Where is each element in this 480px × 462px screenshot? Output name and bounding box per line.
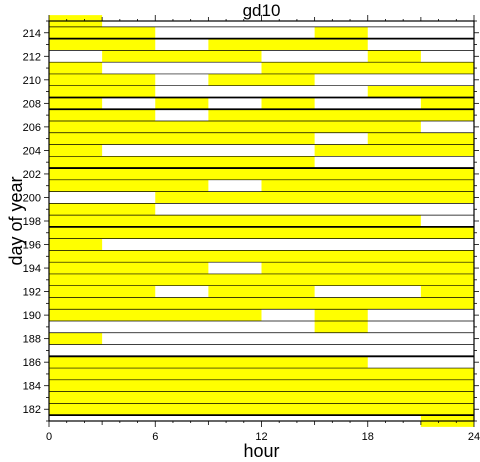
coverage-cell: [367, 132, 474, 145]
coverage-cell: [49, 403, 474, 416]
coverage-cell: [314, 26, 368, 39]
y-tick-label: 198: [23, 216, 41, 228]
coverage-cell: [261, 62, 474, 74]
y-tick-label: 200: [23, 192, 41, 204]
y-tick-label: 194: [23, 263, 41, 275]
x-axis-ticks: 0 6 12 18 24: [46, 15, 480, 443]
coverage-cell: [261, 97, 315, 110]
coverage-cell: [49, 121, 421, 133]
coverage-cell: [420, 97, 474, 110]
y-tick-label: 186: [23, 357, 41, 369]
coverage-cell: [49, 391, 474, 404]
coverage-cell: [261, 179, 474, 192]
coverage-cell: [155, 191, 474, 204]
coverage-cell: [208, 285, 315, 298]
y-tick-label: 182: [23, 404, 41, 416]
y-tick-label: 190: [23, 310, 41, 322]
y-tick-label: 208: [23, 98, 41, 110]
coverage-cell: [49, 132, 315, 145]
y-axis-title: day of year: [6, 176, 26, 265]
coverage-cell: [49, 109, 156, 121]
y-tick-label: 212: [23, 51, 41, 63]
x-tick-label: 18: [362, 431, 374, 443]
coverage-cell: [314, 144, 474, 157]
coverage-cell: [49, 73, 156, 86]
y-tick-label: 206: [23, 122, 41, 134]
coverage-cell: [49, 26, 156, 39]
y-tick-label: 196: [23, 240, 41, 252]
coverage-cell: [314, 321, 368, 333]
x-tick-label: 0: [46, 431, 52, 443]
chart-title: gd10: [243, 1, 281, 20]
coverage-cell: [314, 309, 368, 321]
day-row-dividers: [49, 26, 474, 417]
coverage-cells: [49, 15, 474, 427]
coverage-cell: [102, 50, 262, 63]
y-axis-ticks: 182 184 186 188 190 192 194 196 198 200 202 204 206 2…: [23, 20, 479, 422]
coverage-cell: [155, 97, 209, 110]
coverage-cell: [49, 262, 209, 274]
coverage-cell: [420, 285, 474, 298]
coverage-cell: [49, 97, 103, 110]
y-tick-label: 204: [23, 145, 41, 157]
coverage-cell: [49, 238, 103, 251]
coverage-cell: [49, 144, 103, 157]
coverage-cell: [49, 168, 474, 180]
coverage-cell: [367, 85, 474, 98]
coverage-cell: [49, 332, 103, 345]
x-tick-label: 24: [468, 431, 480, 443]
coverage-cell: [49, 250, 474, 263]
y-tick-label: 188: [23, 334, 41, 346]
coverage-cell: [49, 356, 368, 369]
coverage-cell: [49, 215, 421, 227]
coverage-cell: [49, 379, 474, 392]
coverage-cell: [49, 156, 315, 169]
y-tick-label: 202: [23, 169, 41, 181]
coverage-cell: [49, 85, 156, 98]
coverage-cell: [49, 285, 156, 298]
coverage-cell: [261, 262, 474, 274]
coverage-cell: [367, 50, 421, 63]
coverage-cell: [49, 297, 474, 310]
coverage-cell: [49, 38, 156, 51]
coverage-cell: [49, 368, 474, 380]
coverage-cell: [49, 179, 209, 192]
coverage-cell: [49, 62, 103, 74]
y-tick-label: 192: [23, 287, 41, 299]
x-axis-title: hour: [243, 441, 279, 461]
coverage-cell: [49, 309, 262, 321]
coverage-cell: [208, 38, 368, 51]
x-tick-label: 6: [152, 431, 158, 443]
x-tick-label: 12: [255, 431, 267, 443]
coverage-cell: [208, 73, 315, 86]
coverage-cell: [49, 226, 474, 239]
coverage-cell: [49, 273, 474, 286]
coverage-cell: [49, 203, 156, 216]
y-tick-label: 210: [23, 75, 41, 87]
y-tick-label: 184: [23, 381, 41, 393]
y-tick-label: 214: [23, 28, 41, 40]
coverage-cell: [208, 109, 474, 121]
